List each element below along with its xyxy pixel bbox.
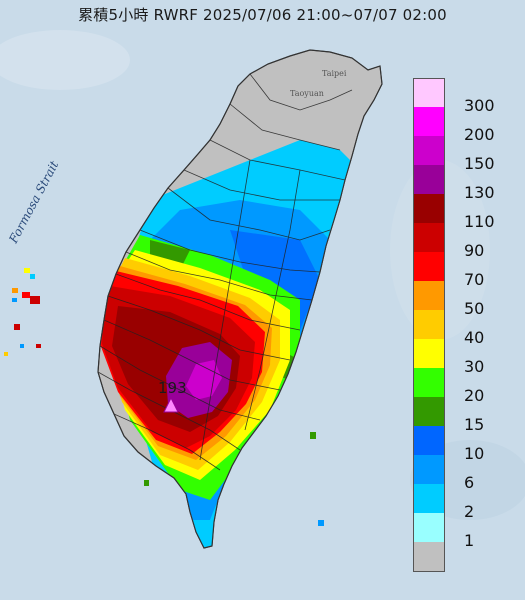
- legend-swatch: [413, 484, 445, 513]
- legend-swatch: [413, 542, 445, 572]
- legend-label: 30: [464, 357, 485, 376]
- legend-label: 20: [464, 386, 485, 405]
- legend-swatch: [413, 281, 445, 310]
- legend-row: 70: [413, 252, 523, 289]
- legend-row: 200: [413, 107, 523, 144]
- island-outline: [97, 49, 383, 549]
- legend-swatch: [413, 368, 445, 397]
- legend-label: 40: [464, 328, 485, 347]
- legend-swatch: [413, 194, 445, 223]
- penghu-echoes: [4, 268, 41, 356]
- legend-label: 90: [464, 241, 485, 260]
- legend-label: 110: [464, 212, 495, 231]
- legend-row: 130: [413, 165, 523, 202]
- legend-row: 10: [413, 426, 523, 463]
- legend-swatch: [413, 223, 445, 252]
- legend-row: 2: [413, 484, 523, 521]
- legend-label: 150: [464, 154, 495, 173]
- legend-row: 110: [413, 194, 523, 231]
- legend-swatch: [413, 426, 445, 455]
- legend-row: 50: [413, 281, 523, 318]
- legend-label: 10: [464, 444, 485, 463]
- legend-row: 300: [413, 78, 523, 115]
- legend-swatch: [413, 397, 445, 426]
- legend-swatch: [413, 339, 445, 368]
- max-value-label: 193: [158, 379, 187, 397]
- legend-label: 2: [464, 502, 475, 521]
- boundary-lines: [97, 73, 353, 471]
- legend-row: 6: [413, 455, 523, 492]
- taipei-label: Taipei: [322, 69, 347, 78]
- legend-row: 90: [413, 223, 523, 260]
- legend-swatch: [413, 165, 445, 194]
- legend-row: 40: [413, 310, 523, 347]
- legend-label: 50: [464, 299, 485, 318]
- legend-swatch: [413, 513, 445, 542]
- legend-swatch: [413, 252, 445, 281]
- legend-row: 15: [413, 397, 523, 434]
- legend-swatch: [413, 455, 445, 484]
- triangle-marker-icon: [163, 396, 179, 413]
- legend-label: 70: [464, 270, 485, 289]
- legend-label: 200: [464, 125, 495, 144]
- legend-label: 1: [464, 531, 475, 550]
- legend-row: 150: [413, 136, 523, 173]
- legend-row: [413, 542, 523, 572]
- legend-swatch: [413, 310, 445, 339]
- legend-swatch: [413, 136, 445, 165]
- legend-row: 20: [413, 368, 523, 405]
- legend-row: 30: [413, 339, 523, 376]
- color-legend: 300 200 150 130 110 90 70 50 40 30 20 15 10 6 2 1: [413, 78, 523, 572]
- legend-label: 15: [464, 415, 485, 434]
- taoyuan-label: Taoyuan: [290, 89, 324, 98]
- legend-label: 130: [464, 183, 495, 202]
- map-title: 累積5小時 RWRF 2025/07/06 21:00~07/07 02:00: [78, 6, 447, 24]
- legend-swatch: [413, 107, 445, 136]
- east-coast-echoes: [144, 432, 324, 526]
- legend-swatch: [413, 78, 445, 107]
- legend-label: 300: [464, 96, 495, 115]
- legend-row: 1: [413, 513, 523, 550]
- legend-label: 6: [464, 473, 475, 492]
